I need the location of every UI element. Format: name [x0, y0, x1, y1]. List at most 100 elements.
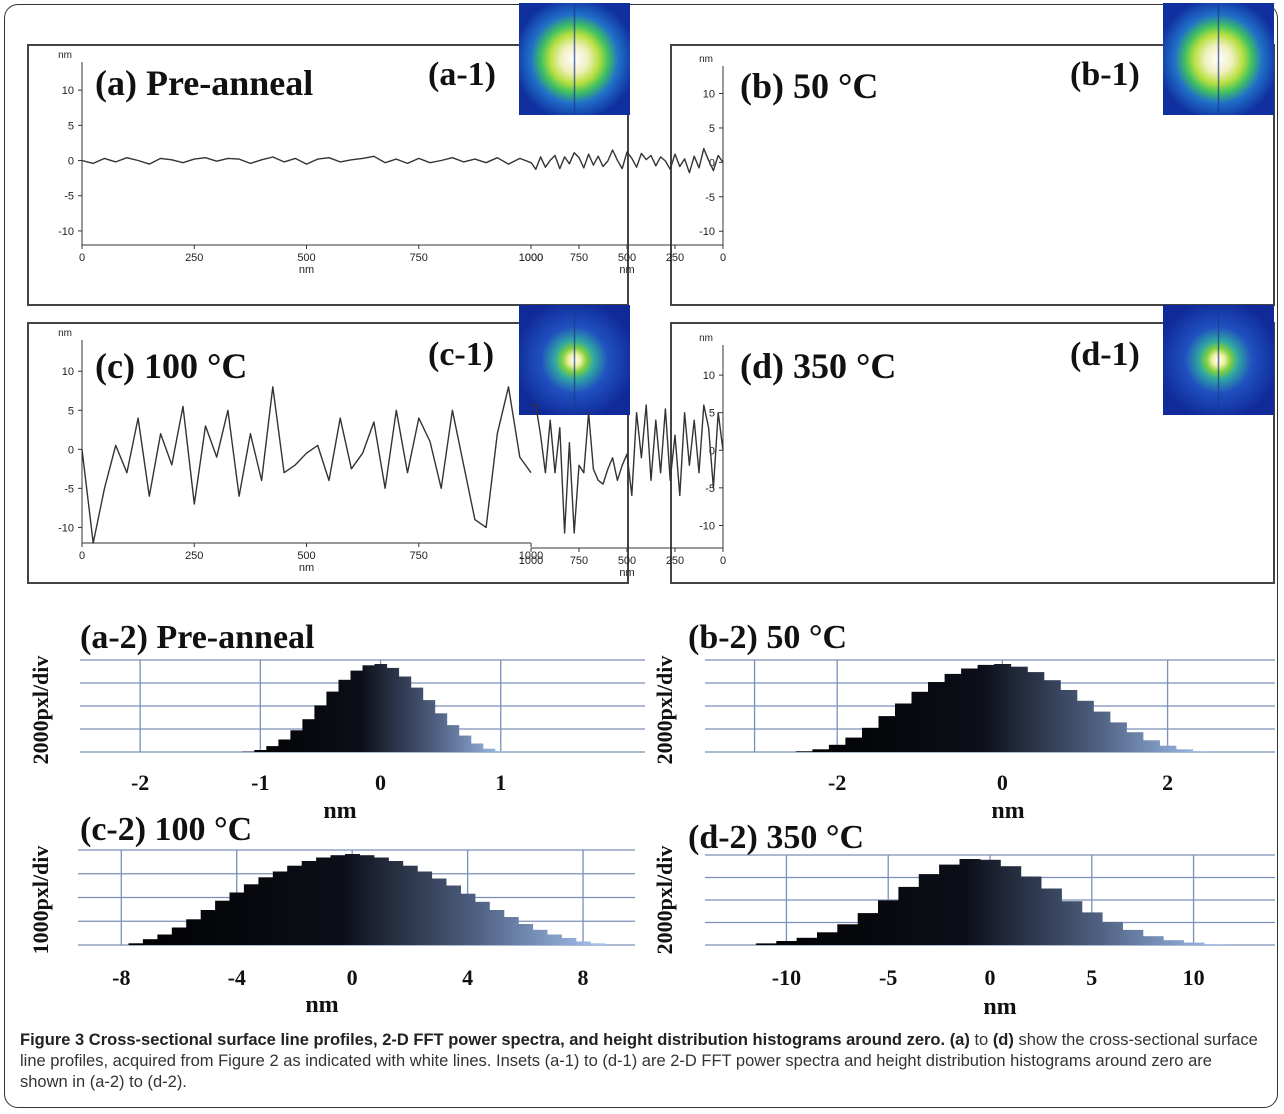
histogram-bar: [314, 705, 327, 752]
histogram-bar: [898, 886, 920, 945]
x-tick-label: -5: [879, 965, 897, 990]
inset-label: (c-1): [428, 336, 494, 373]
histogram-c2: -8 -4 0 4 8 nm (c-2) 100 °C 1000pxl/div: [28, 811, 635, 1018]
histogram-bar: [422, 700, 436, 752]
histogram-bar: [1076, 700, 1094, 752]
x-tick-label: 500: [618, 252, 636, 264]
histogram-bar: [944, 673, 962, 752]
line-chart-b: 10 5 0 -5 -10 0 250 500 750 1000 nm nm (b) 50 °C (b-1…: [519, 3, 1275, 306]
x-tick-label: 1000: [519, 550, 543, 562]
x-tick-label: 0: [79, 550, 85, 562]
y-axis-label: 2000pxl/div: [652, 656, 677, 765]
y-tick-label: 10: [62, 366, 74, 378]
histogram-bar: [755, 943, 777, 945]
histogram-bar: [287, 865, 303, 945]
caption-to: to: [974, 1031, 989, 1049]
histogram-d2: -10 -5 0 5 10 nm (d-2) 350 °C 2000pxl/div: [652, 819, 1275, 1020]
histogram-bar: [1000, 866, 1022, 945]
line-chart-d: 10 5 0 -5 -10 0 250 500 750 1000 nm nm (d) 350 °C (d-…: [519, 305, 1275, 584]
histogram-bar: [278, 739, 291, 752]
histogram-bar: [326, 691, 339, 752]
histogram-bar: [918, 874, 940, 945]
caption-ref-d: (d): [992, 1031, 1014, 1049]
x-axis-label: nm: [299, 562, 314, 574]
histogram-bar: [1093, 711, 1111, 752]
y-tick-label: -5: [705, 192, 715, 204]
histogram-bar: [837, 924, 859, 945]
histogram-bar: [374, 664, 388, 752]
histogram-bar: [939, 864, 961, 945]
histogram-bar: [1183, 942, 1205, 945]
x-tick-label: 0: [720, 555, 726, 567]
x-tick-label: 250: [666, 252, 684, 264]
x-axis-label: nm: [983, 994, 1016, 1020]
y-tick-label: 0: [68, 444, 74, 456]
x-tick-label: 250: [185, 252, 203, 264]
histogram-bar: [503, 917, 519, 945]
panel-title: (c) 100 °C: [95, 346, 247, 386]
x-axis-label: nm: [619, 567, 634, 579]
histogram-bar: [446, 885, 461, 945]
histogram-bar: [928, 682, 946, 752]
histogram-bar: [345, 854, 360, 945]
histogram-bars: [242, 664, 508, 752]
histogram-bar: [828, 744, 846, 752]
x-tick-label: -1: [251, 770, 269, 795]
histogram-bar: [266, 746, 279, 752]
histogram-bar: [431, 878, 447, 945]
histogram-bar: [1109, 722, 1127, 752]
histogram-bar: [961, 668, 979, 752]
y-tick-label: 5: [68, 405, 74, 417]
histogram-bar: [470, 743, 484, 752]
histogram-bar: [518, 924, 534, 945]
histogram-bar: [959, 859, 981, 945]
x-tick-label: 0: [985, 965, 996, 990]
line-chart-a: 10 5 0 -5 -10 0 250 500 750 1000 nm nm (a) Pre-annea…: [27, 3, 630, 306]
histogram-bar: [994, 664, 1012, 752]
histogram-bar: [338, 679, 352, 752]
histogram-bar: [776, 941, 798, 945]
x-tick-label: 250: [185, 550, 203, 562]
x-tick-label: 0: [79, 252, 85, 264]
x-axis-label: nm: [305, 992, 338, 1018]
x-tick-label: 1000: [519, 555, 543, 567]
histogram-bar: [359, 855, 375, 945]
y-tick-label: 0: [709, 157, 715, 169]
histogram-bars: [755, 859, 1225, 945]
histogram-bar: [316, 857, 332, 945]
histogram-bar: [1175, 749, 1193, 752]
histogram-bar: [1060, 690, 1078, 752]
profile-line: [531, 404, 724, 534]
y-axis-label: 2000pxl/div: [652, 846, 677, 955]
x-tick-label: 2: [1162, 770, 1173, 795]
histogram-bar: [460, 893, 476, 945]
histogram-bar: [301, 861, 317, 945]
histogram-bar: [1122, 929, 1144, 945]
y-axis-label: nm: [699, 333, 713, 344]
y-tick-label: 0: [709, 445, 715, 457]
histogram-bar: [373, 857, 389, 945]
x-tick-label: 4: [462, 965, 473, 990]
histogram-bar: [171, 927, 187, 945]
histogram-bar: [302, 719, 315, 752]
histogram-b2: -2 0 2 nm (b-2) 50 °C 2000pxl/div: [652, 619, 1275, 824]
histogram-bar: [215, 900, 231, 945]
histogram-bar: [482, 748, 496, 752]
y-axis-label: 2000pxl/div: [28, 656, 53, 765]
caption-figure-label: Figure 3: [20, 1031, 85, 1049]
x-axis-label: nm: [323, 798, 356, 824]
histogram-bar: [474, 901, 490, 945]
histogram-bar: [845, 737, 863, 752]
histogram-bar: [561, 938, 577, 945]
x-tick-label: 5: [1086, 965, 1097, 990]
x-tick-label: 0: [375, 770, 386, 795]
histogram-bar: [410, 687, 424, 752]
profile-line: [81, 155, 532, 165]
x-tick-label: -10: [772, 965, 801, 990]
panel-title: (b-2) 50 °C: [688, 619, 847, 656]
caption-title: Cross-sectional surface line profiles, 2…: [88, 1031, 946, 1049]
y-axis-label: nm: [699, 54, 713, 65]
histogram-bar: [398, 676, 412, 752]
x-tick-label: 10: [1183, 965, 1205, 990]
x-tick-label: 1: [495, 770, 506, 795]
